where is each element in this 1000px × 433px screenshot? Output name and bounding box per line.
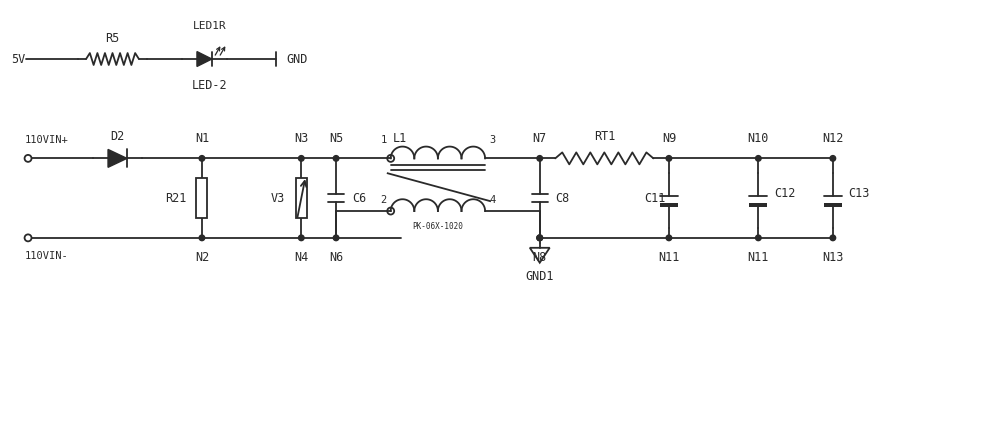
- Text: 3: 3: [489, 136, 495, 145]
- Circle shape: [666, 235, 672, 241]
- Text: N8: N8: [533, 251, 547, 264]
- Circle shape: [299, 235, 304, 241]
- Text: C8: C8: [556, 192, 570, 205]
- Text: 2: 2: [380, 195, 387, 205]
- Text: 5V: 5V: [11, 52, 25, 65]
- Text: N3: N3: [294, 132, 308, 145]
- Polygon shape: [197, 52, 212, 67]
- Text: PK-06X-1020: PK-06X-1020: [412, 222, 463, 231]
- Circle shape: [199, 155, 205, 161]
- Text: 110VIN-: 110VIN-: [25, 251, 69, 261]
- Bar: [196, 178, 207, 218]
- Text: N6: N6: [329, 251, 343, 264]
- Circle shape: [299, 155, 304, 161]
- Text: GND1: GND1: [525, 270, 554, 283]
- Text: LED-2: LED-2: [192, 79, 228, 92]
- Text: N7: N7: [533, 132, 547, 145]
- Circle shape: [537, 235, 543, 241]
- Text: R21: R21: [165, 192, 186, 205]
- Bar: [749, 203, 767, 207]
- Circle shape: [537, 235, 543, 241]
- Text: N12: N12: [822, 132, 844, 145]
- Text: R5: R5: [105, 32, 120, 45]
- Circle shape: [537, 155, 543, 161]
- Text: N11: N11: [748, 251, 769, 264]
- Text: D2: D2: [110, 130, 125, 143]
- Text: C6: C6: [352, 192, 366, 205]
- Text: N1: N1: [195, 132, 209, 145]
- Polygon shape: [108, 149, 127, 167]
- Text: N11: N11: [658, 251, 680, 264]
- Bar: [824, 203, 842, 207]
- Text: N2: N2: [195, 251, 209, 264]
- Text: C11: C11: [645, 192, 666, 205]
- Text: C13: C13: [849, 187, 870, 200]
- Text: 1: 1: [380, 136, 387, 145]
- Text: C12: C12: [774, 187, 796, 200]
- Circle shape: [756, 235, 761, 241]
- Text: L1: L1: [393, 132, 407, 145]
- Circle shape: [537, 235, 543, 241]
- Circle shape: [333, 155, 339, 161]
- Text: N4: N4: [294, 251, 308, 264]
- Text: LED1R: LED1R: [193, 21, 227, 31]
- Text: RT1: RT1: [594, 130, 615, 143]
- Circle shape: [830, 235, 836, 241]
- Text: 4: 4: [489, 195, 495, 205]
- Circle shape: [756, 155, 761, 161]
- Text: 110VIN+: 110VIN+: [25, 136, 69, 145]
- Text: GND: GND: [286, 52, 308, 65]
- Circle shape: [666, 155, 672, 161]
- Circle shape: [830, 155, 836, 161]
- Bar: [296, 178, 307, 218]
- Circle shape: [199, 235, 205, 241]
- Bar: [660, 203, 678, 207]
- Circle shape: [333, 235, 339, 241]
- Text: N13: N13: [822, 251, 844, 264]
- Text: V3: V3: [271, 192, 285, 205]
- Text: N5: N5: [329, 132, 343, 145]
- Text: N9: N9: [662, 132, 676, 145]
- Text: N10: N10: [748, 132, 769, 145]
